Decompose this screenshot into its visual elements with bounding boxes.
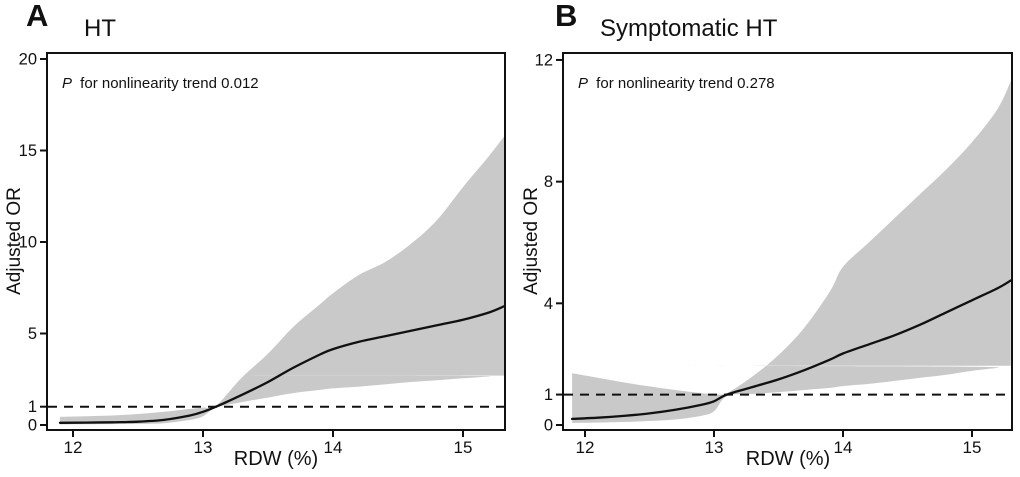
x-tick-label: 14 (324, 438, 343, 457)
y-tick-label: 12 (535, 51, 553, 69)
confidence-band (510, 81, 1011, 423)
y-tick-label: 15 (19, 142, 37, 160)
p-symbol: P (62, 75, 73, 92)
spline-curve (570, 279, 1012, 421)
x-tick-label: 12 (64, 438, 83, 457)
spline-curve (58, 304, 506, 424)
x-tick-label: 13 (194, 438, 213, 457)
y-tick-label: 8 (544, 173, 553, 191)
x-tick-label: 14 (834, 438, 853, 457)
y-tick-label: 0 (544, 417, 553, 435)
panel-label: B (555, 0, 578, 33)
x-tick-label: 13 (705, 438, 724, 457)
nonlinearity-annotation: P for nonlinearity trend 0.278 (578, 75, 775, 92)
panel-title: Symptomatic HT (600, 15, 778, 42)
x-axis-label: RDW (%) (745, 448, 831, 470)
panel-label: A (26, 0, 49, 33)
annotation-text: for nonlinearity trend 0.278 (592, 75, 775, 92)
y-axis-label: Adjusted OR (4, 187, 25, 295)
p-symbol: P (578, 75, 589, 92)
confidence-band (0, 135, 505, 425)
annotation-text: for nonlinearity trend 0.012 (76, 75, 259, 92)
y-axis-label: Adjusted OR (521, 187, 542, 295)
panel-title: HT (84, 15, 116, 42)
y-tick-label: 1 (544, 386, 553, 404)
panel-b: 12 13 14 15 0 1 4 8 12 B Symptomatic HT P for no… (510, 0, 1020, 477)
y-tick-label: 1 (28, 398, 37, 416)
panel-a: 12 13 14 15 0 1 5 10 15 20 A HT P for nonlinearit… (0, 0, 506, 470)
x-axis-label: RDW (%) (233, 448, 319, 470)
y-tick-label: 20 (19, 51, 37, 69)
y-tick-label: 4 (544, 295, 553, 313)
nonlinearity-annotation: P for nonlinearity trend 0.012 (62, 75, 259, 92)
y-tick-label: 5 (28, 325, 37, 343)
y-tick-label: 10 (19, 234, 37, 252)
x-tick-label: 15 (963, 438, 982, 457)
x-tick-label: 12 (576, 438, 595, 457)
y-tick-label: 0 (28, 417, 37, 435)
plot-border (562, 52, 1013, 431)
x-tick-label: 15 (454, 438, 473, 457)
